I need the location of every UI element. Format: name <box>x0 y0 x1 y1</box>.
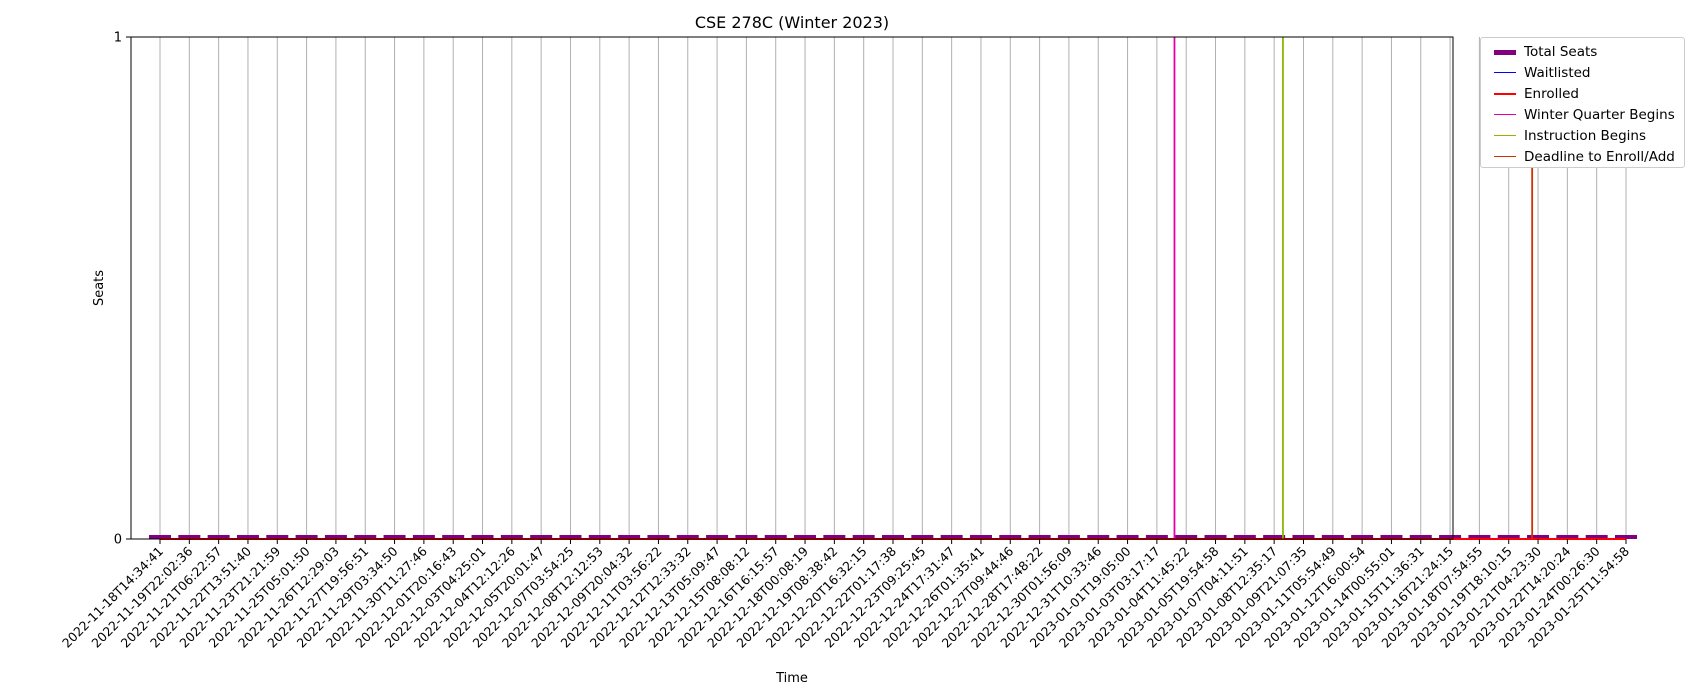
event-lines <box>1173 37 1534 539</box>
legend-swatch <box>1494 72 1516 74</box>
total-seats-bar <box>1233 535 1256 539</box>
total-seats-bar <box>1351 535 1374 539</box>
total-seats-bar <box>500 535 523 539</box>
total-seats-bar <box>882 535 904 539</box>
total-seats-bar <box>1292 535 1315 539</box>
total-seats-bar <box>324 535 347 539</box>
total-seats-bar <box>1204 535 1227 539</box>
total-seats-bar <box>149 535 171 539</box>
y-tick-label: 1 <box>114 31 122 46</box>
total-seats-bar <box>1321 535 1344 539</box>
total-seats-bar <box>911 535 934 539</box>
legend-item: Total Seats <box>1481 42 1684 63</box>
legend-swatch <box>1494 92 1516 95</box>
legend-swatch <box>1494 49 1516 55</box>
legend-label: Deadline to Enroll/Add <box>1524 149 1675 165</box>
x-axis-label: Time <box>775 671 808 686</box>
total-seats-bar <box>940 535 963 539</box>
total-seats-bar <box>236 535 259 539</box>
legend-item: Instruction Begins <box>1481 126 1684 147</box>
total-seats-bar <box>1145 535 1168 539</box>
y-tick-label: 0 <box>114 533 122 548</box>
legend-label: Waitlisted <box>1524 65 1591 81</box>
total-seats-bar <box>735 535 758 539</box>
total-seats-bar <box>764 535 787 539</box>
legend-item: Deadline to Enroll/Add <box>1481 147 1684 168</box>
total-seats-bar <box>794 535 817 539</box>
total-seats-bar <box>471 535 494 539</box>
total-seats-bar <box>588 535 611 539</box>
total-seats-bar <box>1439 535 1462 539</box>
total-seats-bar <box>969 535 992 539</box>
total-seats-bar <box>1263 535 1286 539</box>
total-seats-bar <box>1380 535 1403 539</box>
total-seats-bar <box>178 535 201 539</box>
total-seats-bar <box>618 535 641 539</box>
total-seats-bar <box>207 535 230 539</box>
y-axis-label: Seats <box>92 270 107 306</box>
total-seats-bar <box>383 535 406 539</box>
total-seats-bar <box>1116 535 1139 539</box>
total-seats-bar <box>1028 535 1051 539</box>
total-seats-bar <box>354 535 377 539</box>
total-seats-bar <box>1615 535 1637 539</box>
total-seats-bar <box>1468 535 1491 539</box>
legend-swatch <box>1494 114 1516 116</box>
total-seats-bar <box>295 535 318 539</box>
total-seats-bar <box>1556 535 1579 539</box>
legend-item: Winter Quarter Begins <box>1481 105 1684 126</box>
chart-title: CSE 278C (Winter 2023) <box>695 13 889 32</box>
chart-legend: Total Seats Waitlisted Enrolled Winter Quar… <box>1480 37 1685 168</box>
total-seats-bar <box>1527 535 1550 539</box>
legend-swatch <box>1494 156 1516 158</box>
total-seats-bar <box>676 535 699 539</box>
total-seats-bar <box>1409 535 1432 539</box>
total-seats-bar <box>999 535 1022 539</box>
plot-frame <box>130 36 1454 540</box>
total-seats-bar <box>559 535 582 539</box>
total-seats-bar <box>442 535 465 539</box>
legend-label: Instruction Begins <box>1524 128 1647 144</box>
legend-item: Enrolled <box>1481 84 1684 105</box>
total-seats-bars <box>149 535 1637 539</box>
total-seats-bar <box>530 535 553 539</box>
total-seats-bar <box>1497 535 1520 539</box>
legend-item: Waitlisted <box>1481 63 1684 84</box>
y-axis: 01 <box>114 31 131 548</box>
total-seats-bar <box>266 535 289 539</box>
legend-label: Winter Quarter Begins <box>1524 107 1675 123</box>
total-seats-bar <box>852 535 875 539</box>
x-axis: 2022-11-18T14:34:412022-11-19T22:02:3620… <box>59 539 1632 651</box>
total-seats-bar <box>1585 535 1608 539</box>
grid-lines <box>159 37 1627 539</box>
legend-label: Total Seats <box>1524 44 1598 60</box>
total-seats-bar <box>706 535 729 539</box>
total-seats-bar <box>1057 535 1080 539</box>
total-seats-bar <box>1087 535 1110 539</box>
total-seats-bar <box>412 535 435 539</box>
total-seats-bar <box>823 535 846 539</box>
total-seats-bar <box>647 535 670 539</box>
legend-swatch <box>1494 135 1516 137</box>
legend-label: Enrolled <box>1524 86 1579 102</box>
total-seats-bar <box>1175 535 1198 539</box>
